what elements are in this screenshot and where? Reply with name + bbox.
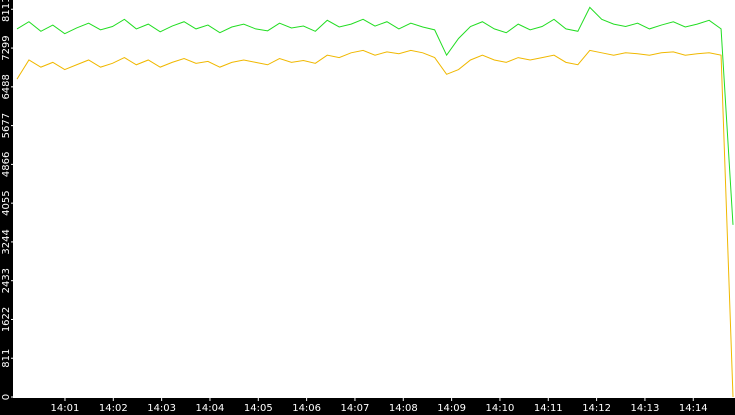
line-series [16,6,734,225]
x-tick-label: 14:06 [292,403,321,414]
x-tick-label: 14:10 [486,403,515,414]
x-tick-label: 14:09 [437,403,466,414]
x-tick-label: 14:13 [631,403,660,414]
x-tick-label: 14:03 [147,403,176,414]
y-tick-label: 0 [1,394,12,400]
x-tick-label: 14:11 [534,403,563,414]
y-axis-strip [0,0,13,415]
x-tick-label: 14:14 [679,403,708,414]
x-tick-label: 14:04 [196,403,225,414]
y-tick-label: 8111 [1,0,12,22]
x-tick-label: 14:07 [341,403,370,414]
x-tick-label: 14:05 [244,403,273,414]
y-tick-label: 4866 [1,152,12,177]
y-tick-label: 7299 [1,35,12,60]
x-axis-strip [0,398,735,415]
y-tick-label: 4055 [1,190,12,215]
x-tick-label: 14:02 [99,403,128,414]
y-tick-label: 3244 [1,229,12,254]
y-tick-label: 2433 [1,268,12,293]
x-tick-label: 14:12 [582,403,611,414]
y-tick-label: 5677 [1,113,12,138]
y-tick-label: 811 [1,349,12,368]
y-tick-label: 6488 [1,74,12,99]
x-tick-label: 14:01 [51,403,80,414]
y-tick-label: 1622 [1,307,12,332]
line-series [16,49,734,398]
x-tick-label: 14:08 [389,403,418,414]
